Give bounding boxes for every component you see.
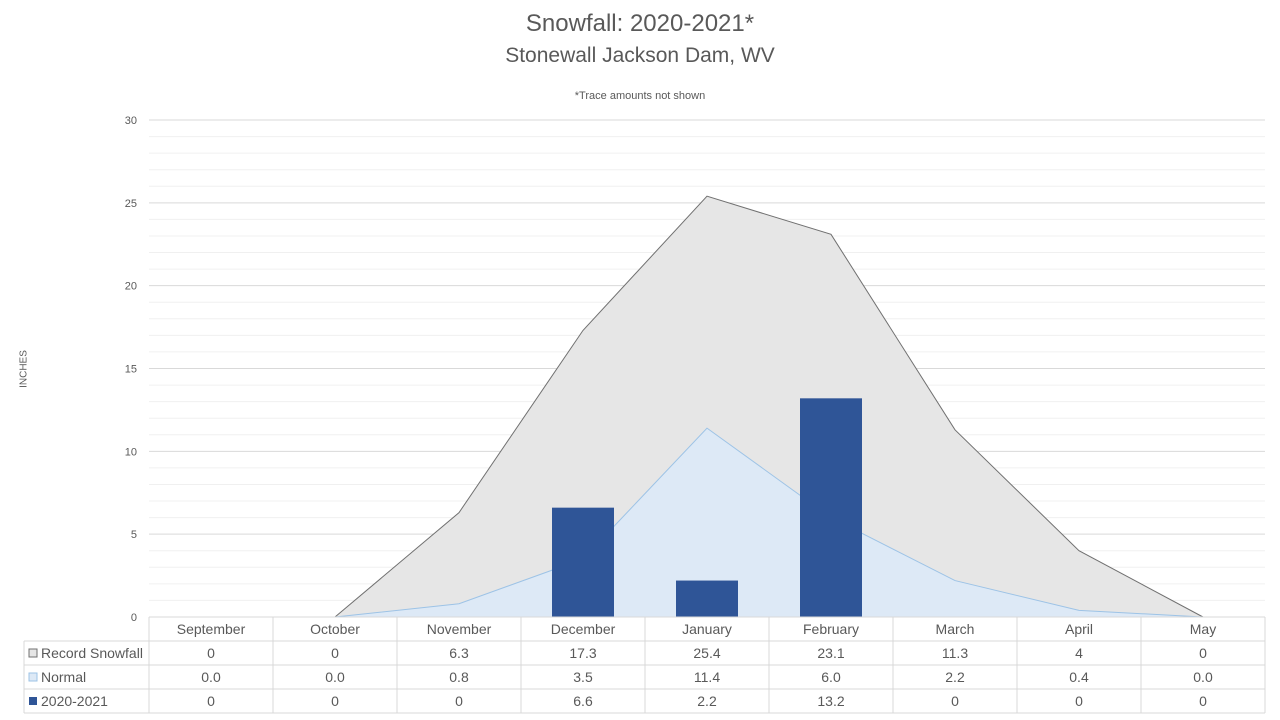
x-tick-label: May	[1190, 621, 1216, 637]
y-tick-label: 25	[125, 198, 137, 210]
data-label: 0.0	[325, 669, 345, 685]
data-label: 0	[1199, 645, 1207, 661]
x-tick-label: April	[1065, 621, 1093, 637]
y-tick-label: 0	[131, 612, 137, 624]
bar	[552, 507, 614, 617]
data-label: 0	[1075, 693, 1083, 709]
y-tick-label: 10	[125, 446, 137, 458]
data-label: 0.0	[201, 669, 221, 685]
y-tick-label: 30	[125, 115, 137, 127]
data-label: 6.3	[449, 645, 469, 661]
legend-label: Normal	[41, 669, 86, 685]
legend-label: Record Snowfall	[41, 645, 143, 661]
x-tick-label: September	[177, 621, 246, 637]
data-label: 2.2	[945, 669, 965, 685]
data-label: 0	[207, 645, 215, 661]
data-label: 6.0	[821, 669, 841, 685]
data-label: 11.3	[942, 645, 968, 661]
data-label: 0	[331, 693, 339, 709]
data-label: 4	[1075, 645, 1083, 661]
data-label: 0	[331, 645, 339, 661]
data-label: 23.1	[817, 645, 844, 661]
x-tick-label: December	[551, 621, 616, 637]
data-label: 3.5	[573, 669, 593, 685]
x-tick-label: February	[803, 621, 859, 637]
data-label: 0.8	[449, 669, 469, 685]
area-record-snowfall	[211, 196, 1203, 617]
area-normal	[211, 428, 1203, 617]
y-tick-label: 5	[131, 529, 137, 541]
data-label: 17.3	[569, 645, 596, 661]
data-label: 11.4	[694, 669, 720, 685]
data-label: 13.2	[817, 693, 844, 709]
legend-key	[29, 697, 37, 705]
data-label: 0	[951, 693, 959, 709]
chart-subtitle: Stonewall Jackson Dam, WV	[505, 44, 775, 67]
line-record-snowfall	[211, 195, 1204, 618]
data-label: 0.4	[1069, 669, 1089, 685]
data-label: 0	[455, 693, 463, 709]
data-label: 6.6	[573, 693, 593, 709]
y-tick-label: 20	[125, 281, 137, 293]
x-tick-label: January	[682, 621, 732, 637]
x-tick-label: October	[310, 621, 360, 637]
legend-label: 2020-2021	[41, 693, 108, 709]
legend-key	[28, 648, 38, 658]
legend-key	[28, 672, 38, 682]
data-label: 0.0	[1193, 669, 1213, 685]
y-tick-label: 15	[125, 364, 137, 376]
data-label: 2.2	[697, 693, 717, 709]
data-label: 25.4	[693, 645, 720, 661]
line-normal	[211, 427, 1204, 618]
x-tick-label: March	[936, 621, 975, 637]
bar	[800, 398, 862, 617]
x-tick-label: November	[427, 621, 492, 637]
data-label: 0	[207, 693, 215, 709]
bar	[676, 580, 738, 617]
chart-note: *Trace amounts not shown	[574, 90, 706, 102]
data-label: 0	[1199, 693, 1207, 709]
chart-title: Snowfall: 2020-2021*	[525, 10, 755, 37]
